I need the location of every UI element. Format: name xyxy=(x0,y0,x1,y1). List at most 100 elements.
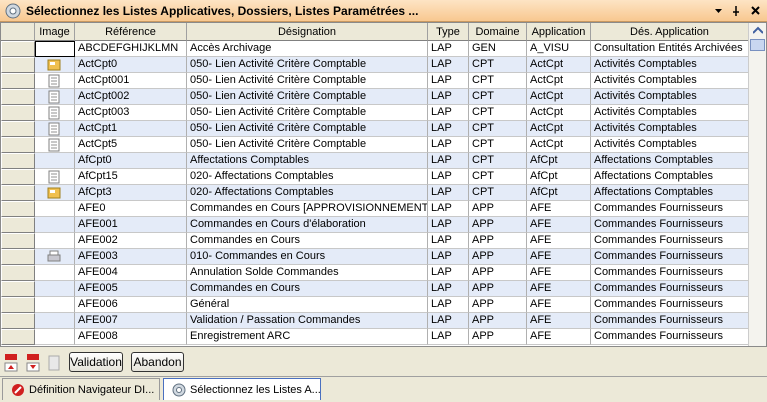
cell: AfCpt15 xyxy=(75,169,187,185)
cell: AFE xyxy=(527,201,591,217)
cell: LAP xyxy=(428,57,469,73)
cell: 020- Affectations Comptables xyxy=(187,169,428,185)
cell: ActCpt xyxy=(527,121,591,137)
cell: LAP xyxy=(428,313,469,329)
cell: LAP xyxy=(428,137,469,153)
cell: Activités Comptables xyxy=(591,73,749,89)
row-icon xyxy=(48,90,60,104)
image-cell xyxy=(35,217,75,233)
scroll-up[interactable] xyxy=(753,26,763,34)
cell: 050- Lien Activité Critère Comptable xyxy=(187,137,428,153)
row-icon xyxy=(47,59,61,71)
scroll-thumb[interactable] xyxy=(750,39,765,51)
cell: AfCpt xyxy=(527,185,591,201)
row-selector xyxy=(1,265,35,281)
image-cell xyxy=(35,233,75,249)
row-selector xyxy=(1,121,35,137)
image-cell xyxy=(35,169,75,185)
cell: AFE xyxy=(527,297,591,313)
cell: Activités Comptables xyxy=(591,89,749,105)
cell: AFE xyxy=(527,329,591,345)
cell: AFE004 xyxy=(75,265,187,281)
column-header: Application xyxy=(527,23,591,41)
row-selector xyxy=(1,313,35,329)
title-bar: Sélectionnez les Listes Applicatives, Do… xyxy=(0,0,767,22)
image-cell xyxy=(35,105,75,121)
image-cell xyxy=(35,297,75,313)
cell: 050- Lien Activité Critère Comptable xyxy=(187,73,428,89)
cell: LAP xyxy=(428,201,469,217)
cell: APP xyxy=(469,297,527,313)
cell: Commandes en Cours [APPROVISIONNEMENT] xyxy=(187,201,428,217)
cell: CPT xyxy=(469,153,527,169)
row-icon xyxy=(48,138,60,152)
cell: ActCpt xyxy=(527,137,591,153)
image-cell xyxy=(35,41,75,57)
cell: CPT xyxy=(469,169,527,185)
row-selector xyxy=(1,201,35,217)
cell: Général xyxy=(187,297,428,313)
tab-label: Définition Navigateur DI... xyxy=(29,384,155,396)
cell: A_VISU xyxy=(527,41,591,57)
abandon-button[interactable]: Abandon xyxy=(131,352,184,372)
cell: LAP xyxy=(428,105,469,121)
window-title: Sélectionnez les Listes Applicatives, Do… xyxy=(26,4,419,18)
cell: Activités Comptables xyxy=(591,121,749,137)
row-selector xyxy=(1,217,35,233)
column-header: Type xyxy=(428,23,469,41)
scrollbar[interactable] xyxy=(748,23,766,346)
cell: ActCpt002 xyxy=(75,89,187,105)
title-buttons[interactable] xyxy=(712,4,764,18)
cell: AFE xyxy=(527,281,591,297)
cell: LAP xyxy=(428,249,469,265)
cell: LAP xyxy=(428,169,469,185)
cell: AFE xyxy=(527,313,591,329)
cell: CPT xyxy=(469,185,527,201)
cell: APP xyxy=(469,201,527,217)
cell: ActCpt1 xyxy=(75,121,187,137)
image-cell xyxy=(35,185,75,201)
row-selector xyxy=(1,233,35,249)
cell: 050- Lien Activité Critère Comptable xyxy=(187,57,428,73)
cell: LAP xyxy=(428,153,469,169)
validation-button[interactable]: Validation xyxy=(69,352,123,372)
row-selector xyxy=(1,105,35,121)
cell: Commandes Fournisseurs xyxy=(591,313,749,329)
cell: CPT xyxy=(469,57,527,73)
tab-active[interactable]: Sélectionnez les Listes A... xyxy=(163,378,321,400)
cell: ActCpt xyxy=(527,105,591,121)
toolbar-icons[interactable] xyxy=(3,352,63,374)
cell: AFE005 xyxy=(75,281,187,297)
cell: LAP xyxy=(428,329,469,345)
row-icon xyxy=(47,250,61,262)
image-cell xyxy=(35,265,75,281)
cell: LAP xyxy=(428,121,469,137)
cell: Activités Comptables xyxy=(591,137,749,153)
cell: Commandes en Cours xyxy=(187,281,428,297)
image-cell xyxy=(35,73,75,89)
cell: Commandes Fournisseurs xyxy=(591,281,749,297)
cell: LAP xyxy=(428,265,469,281)
cell: AFE007 xyxy=(75,313,187,329)
row-selector xyxy=(1,281,35,297)
tab[interactable]: Définition Navigateur DI... xyxy=(2,378,160,400)
cell: Commandes Fournisseurs xyxy=(591,329,749,345)
cell: ActCpt003 xyxy=(75,105,187,121)
cell: CPT xyxy=(469,121,527,137)
cell: LAP xyxy=(428,297,469,313)
image-cell xyxy=(35,313,75,329)
image-cell xyxy=(35,137,75,153)
cell: ActCpt xyxy=(527,73,591,89)
row-selector xyxy=(1,89,35,105)
cell: 050- Lien Activité Critère Comptable xyxy=(187,105,428,121)
cell: Commandes Fournisseurs xyxy=(591,297,749,313)
separator xyxy=(0,376,767,377)
cell: AfCpt xyxy=(527,153,591,169)
row-selector xyxy=(1,185,35,201)
cell: Annulation Solde Commandes xyxy=(187,265,428,281)
cell: Validation / Passation Commandes xyxy=(187,313,428,329)
cell: LAP xyxy=(428,89,469,105)
cell: Affectations Comptables xyxy=(591,169,749,185)
column-header: Désignation xyxy=(187,23,428,41)
image-cell xyxy=(35,89,75,105)
